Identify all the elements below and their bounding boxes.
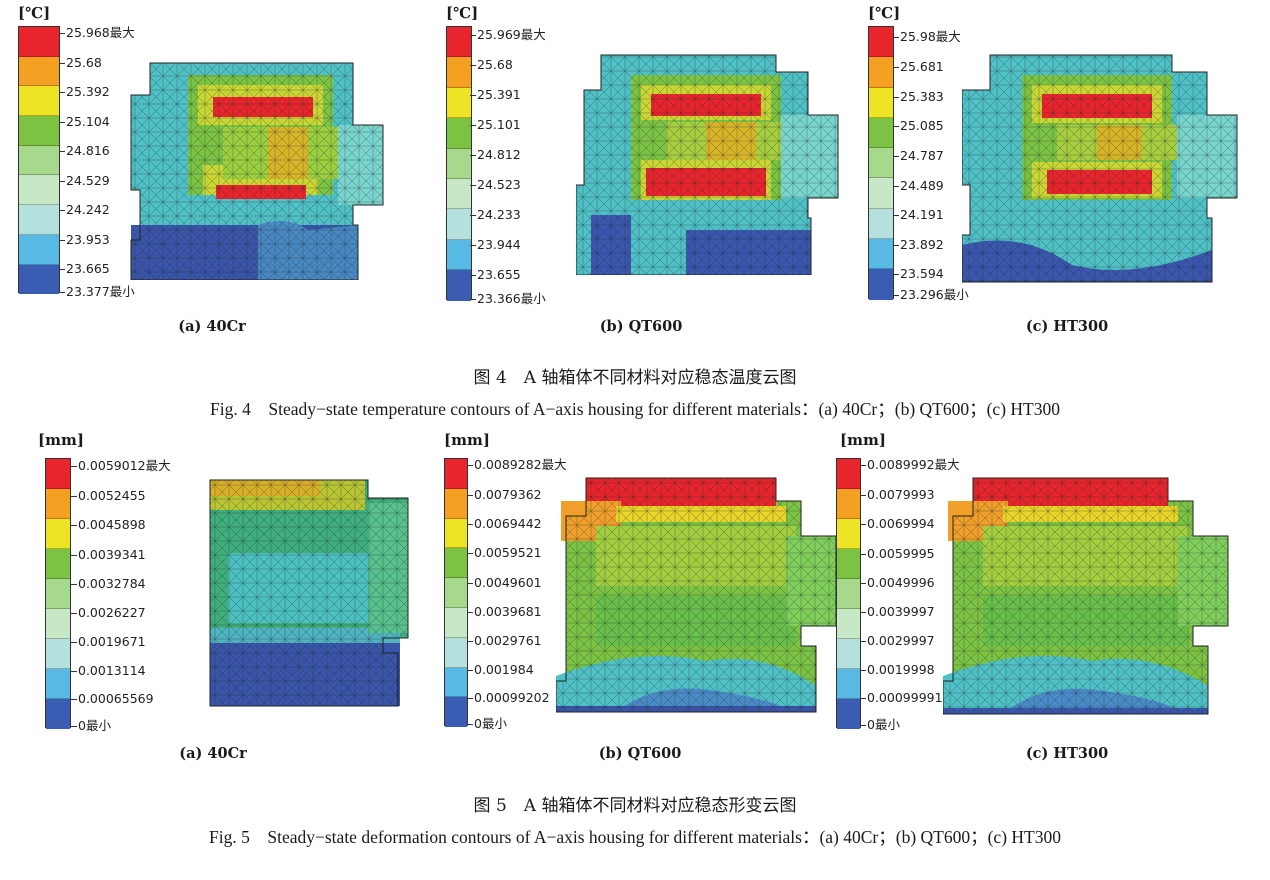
legend-tick: 24.191 — [893, 207, 944, 222]
unit-label: [mm] — [444, 431, 490, 449]
legend-tick: 24.233 — [470, 207, 521, 222]
color-legend — [444, 458, 468, 728]
legend-tick: 24.529 — [59, 173, 110, 188]
legend-tick: 0.0059995 — [860, 546, 935, 561]
legend-tick: 25.681 — [893, 59, 944, 74]
subfigure-label: (a) 40Cr — [179, 745, 247, 762]
unit-label: [mm] — [38, 431, 84, 449]
legend-tick: 0.0049601 — [467, 575, 542, 590]
legend-tick: 23.296最小 — [893, 287, 969, 302]
legend-tick: 25.68 — [59, 55, 102, 70]
legend-tick: 25.392 — [59, 84, 110, 99]
temperature-contour-mesh — [130, 62, 384, 280]
legend-tick: 0.0049996 — [860, 575, 935, 590]
subfigure-label: (b) QT600 — [598, 745, 682, 762]
legend-tick: 0.0069442 — [467, 516, 542, 531]
legend-tick: 0.0029997 — [860, 633, 935, 648]
legend-tick: 25.391 — [470, 87, 521, 102]
legend-tick: 25.68 — [470, 57, 513, 72]
legend-tick: 25.968最大 — [59, 25, 135, 40]
legend-tick: 23.953 — [59, 232, 110, 247]
deformation-contour-mesh — [209, 479, 409, 707]
legend-tick: 23.655 — [470, 267, 521, 282]
legend-tick: 0.0019998 — [860, 662, 935, 677]
legend-tick: 0最小 — [467, 716, 507, 731]
temperature-contour-mesh — [962, 54, 1238, 283]
legend-tick: 0.0045898 — [71, 517, 146, 532]
legend-tick: 0.0026227 — [71, 605, 146, 620]
unit-label: [℃] — [446, 4, 479, 22]
figure-4-caption-zh: 图 4 A 轴箱体不同材料对应稳态温度云图 — [473, 368, 797, 388]
legend-tick: 0.0089282最大 — [467, 457, 567, 472]
subfigure-label: (c) HT300 — [1025, 318, 1109, 335]
legend-tick: 0.0039681 — [467, 604, 542, 619]
figure-4-caption-en: Fig. 4 Steady−state temperature contours… — [210, 399, 1060, 419]
legend-tick: 0.0013114 — [71, 663, 146, 678]
color-legend — [836, 458, 861, 729]
subfigure-label: (c) HT300 — [1025, 745, 1109, 762]
legend-tick: 25.085 — [893, 118, 944, 133]
color-legend — [868, 26, 894, 300]
unit-label: [℃] — [868, 4, 901, 22]
legend-tick: 0.0069994 — [860, 516, 935, 531]
legend-tick: 23.366最小 — [470, 291, 546, 306]
legend-tick: 0.0059521 — [467, 545, 542, 560]
legend-tick: 0.0039997 — [860, 604, 935, 619]
legend-tick: 24.489 — [893, 178, 944, 193]
legend-tick: 25.98最大 — [893, 29, 961, 44]
legend-tick: 24.787 — [893, 148, 944, 163]
legend-tick: 0.0079993 — [860, 487, 935, 502]
legend-tick: 0.00065569 — [71, 691, 154, 706]
legend-tick: 0.00099202 — [467, 690, 550, 705]
legend-tick: 0最小 — [71, 718, 111, 733]
legend-tick: 24.523 — [470, 177, 521, 192]
legend-tick: 0.0039341 — [71, 547, 146, 562]
figure-5-caption-zh: 图 5 A 轴箱体不同材料对应稳态形变云图 — [473, 796, 797, 816]
legend-tick: 23.944 — [470, 237, 521, 252]
legend-tick: 25.101 — [470, 117, 521, 132]
color-legend — [45, 458, 71, 729]
subfigure-label: (b) QT600 — [599, 318, 683, 335]
legend-tick: 25.383 — [893, 89, 944, 104]
legend-tick: 23.377最小 — [59, 284, 135, 299]
legend-tick: 0.00099991 — [860, 690, 943, 705]
legend-tick: 0.0052455 — [71, 488, 146, 503]
legend-tick: 0.0029761 — [467, 633, 542, 648]
legend-tick: 0.0019671 — [71, 634, 146, 649]
deformation-contour-mesh — [556, 477, 837, 713]
legend-tick: 24.242 — [59, 202, 110, 217]
temperature-contour-mesh — [576, 54, 839, 275]
figure-5-caption-en: Fig. 5 Steady−state deformation contours… — [209, 827, 1061, 847]
legend-tick: 25.104 — [59, 114, 110, 129]
unit-label: [℃] — [18, 4, 51, 22]
legend-tick: 23.594 — [893, 266, 944, 281]
legend-tick: 25.969最大 — [470, 27, 546, 42]
unit-label: [mm] — [840, 431, 886, 449]
legend-tick: 0最小 — [860, 717, 900, 732]
legend-tick: 23.665 — [59, 261, 110, 276]
color-legend — [446, 26, 472, 301]
deformation-contour-mesh — [943, 477, 1229, 715]
legend-tick: 0.0059012最大 — [71, 458, 171, 473]
legend-tick: 23.892 — [893, 237, 944, 252]
color-legend — [18, 26, 60, 295]
legend-tick: 24.812 — [470, 147, 521, 162]
subfigure-label: (a) 40Cr — [178, 318, 246, 335]
legend-tick: 0.0089992最大 — [860, 457, 960, 472]
legend-tick: 24.816 — [59, 143, 110, 158]
legend-tick: 0.0032784 — [71, 576, 146, 591]
legend-tick: 0.001984 — [467, 662, 534, 677]
legend-tick: 0.0079362 — [467, 487, 542, 502]
